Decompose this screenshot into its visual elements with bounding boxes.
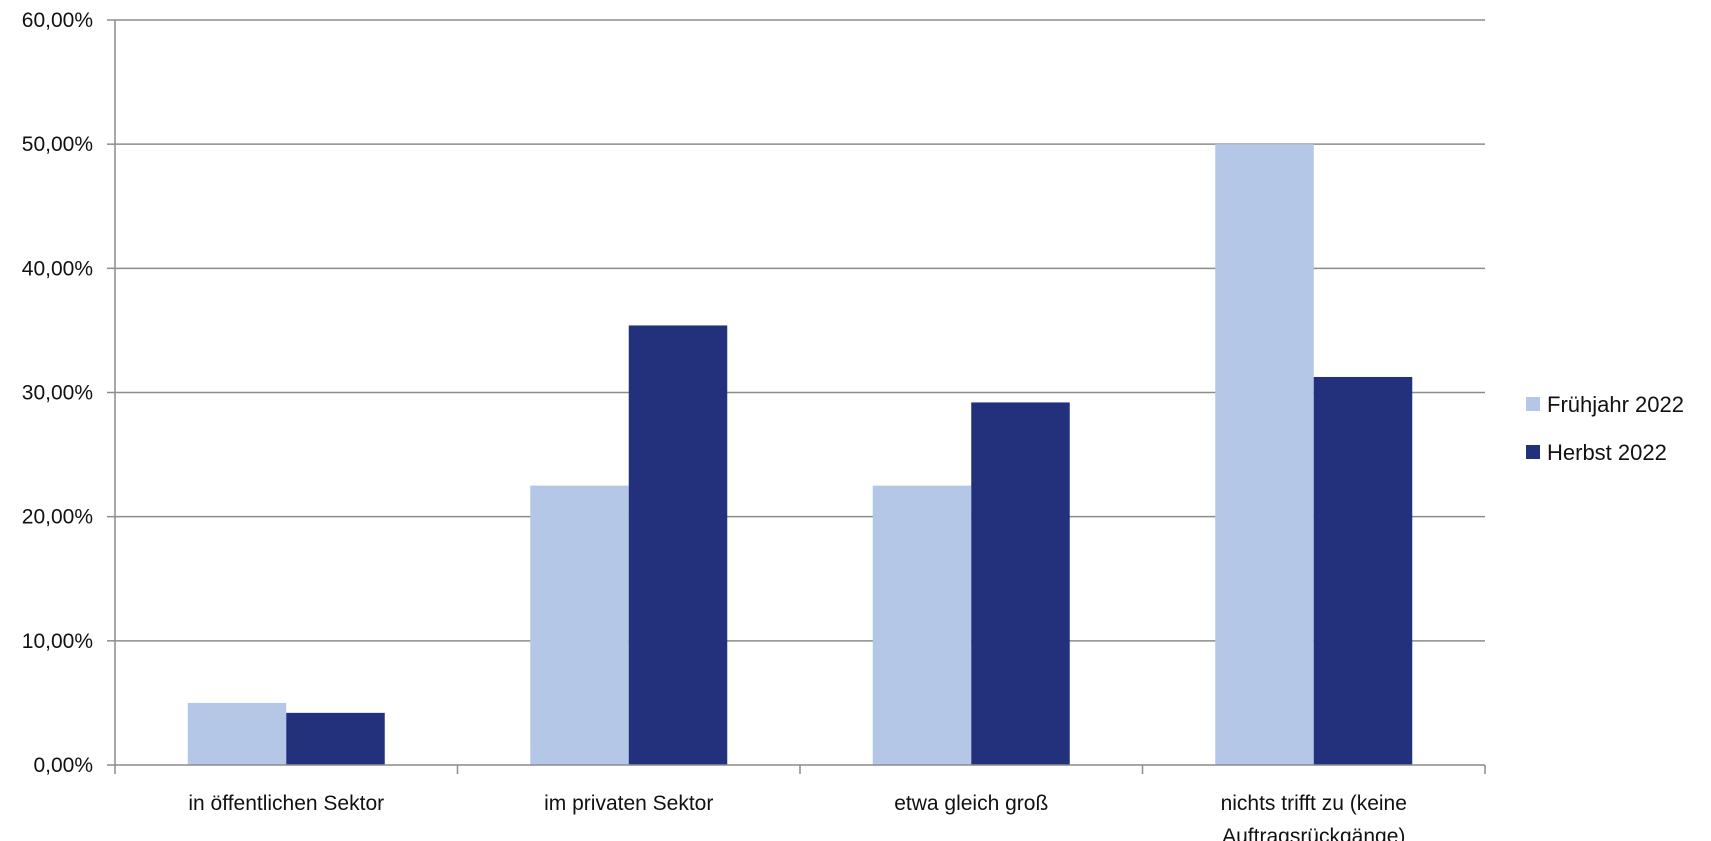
bar-fruehjahr-2022 (872, 485, 972, 765)
x-category-label: nichts trifft zu (keine (1221, 792, 1407, 815)
y-axis-tick-labels: 0,00% 10,00% 20,00% 30,00% 40,00% 50,00% 60,00… (22, 9, 93, 777)
bar-herbst-2022 (286, 712, 385, 765)
bar-fruehjahr-2022 (187, 702, 287, 765)
x-category-label: etwa gleich groß (894, 792, 1048, 815)
x-category-label: Auftragsrückgänge) (1222, 825, 1405, 841)
legend: Frühjahr 2022 Herbst 2022 (1526, 392, 1684, 465)
axes (107, 19, 1486, 774)
bar-herbst-2022 (971, 402, 1070, 765)
y-tick-label: 50,00% (22, 133, 93, 156)
legend-label: Frühjahr 2022 (1547, 392, 1684, 417)
y-tick-label: 0,00% (33, 754, 93, 777)
y-tick-label: 20,00% (22, 506, 93, 529)
x-category-label: im privaten Sektor (544, 792, 713, 815)
legend-swatch (1526, 397, 1540, 411)
legend-label: Herbst 2022 (1547, 440, 1667, 465)
legend-swatch (1526, 445, 1540, 459)
y-tick-label: 60,00% (22, 9, 93, 32)
bars (187, 144, 1413, 765)
x-axis-category-labels: in öffentlichen Sektor im privaten Sektor… (188, 792, 1407, 841)
x-category-label: in öffentlichen Sektor (188, 792, 384, 815)
bar-herbst-2022 (1313, 376, 1413, 765)
y-tick-label: 10,00% (22, 630, 93, 653)
bar-fruehjahr-2022 (1215, 144, 1314, 765)
y-tick-label: 40,00% (22, 257, 93, 280)
bar-herbst-2022 (628, 325, 728, 765)
bar-fruehjahr-2022 (530, 485, 629, 765)
y-tick-label: 30,00% (22, 382, 93, 405)
